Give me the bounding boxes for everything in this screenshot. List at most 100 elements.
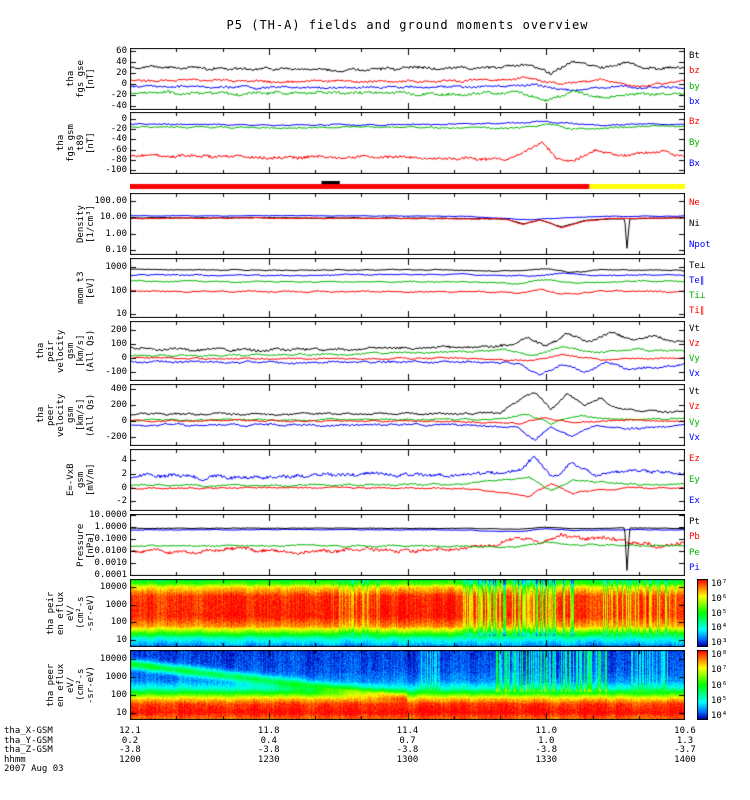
trace-label-Pb: Pb [689,532,700,543]
colorbar-tick-label: 10⁶ [711,593,728,604]
trace-label-Pi: Pi [689,563,700,574]
ylabel-line: [mV/m] [86,463,96,497]
trace-label-Npot: Npot [689,239,711,250]
ylabel-line: Pressure [76,523,86,567]
footer-row-label-tha_X-GSM: tha_X-GSM [4,726,53,736]
ylabel-line: [eV] [86,277,96,299]
footer-value: 10.6 [674,726,696,736]
trace-label-Pe: Pe [689,547,700,558]
colorbar-peir-eflux [697,579,708,647]
footer-value: 1.0 [538,735,555,746]
ytick-label: -200 [105,431,127,442]
ytick-label: 0.0001 [94,569,127,580]
footer-value: 12.1 [119,726,141,736]
panel-efield-canvas [130,449,685,511]
trace-label-Ey: Ey [689,475,700,485]
panel-peer-eflux-canvas [130,650,685,720]
panel-peir-eflux-canvas [130,579,685,647]
colorbar-tick-label: 10⁵ [711,608,728,619]
ytick-label: 100 [110,285,127,296]
ytick-label: 100 [110,338,127,349]
ytick-label: 100 [110,689,127,700]
panel-temperature-canvas [130,258,685,318]
footer-value: 0.2 [121,735,139,746]
ylabel-line: [km/s] [76,398,86,432]
ytick-label: 2 [121,468,127,479]
trace-label-Vz: Vz [689,402,700,413]
panel-fgs-gse-canvas [130,48,685,110]
ylabel-line: eV/ [66,676,76,694]
footer-value: 1330 [535,754,558,765]
ytick-label: 1000 [105,262,127,273]
ytick-label: 400 [110,384,127,395]
trace-label-bz: bz [689,66,700,77]
footer-value: 1.3 [676,735,694,746]
trace-label-Ni: Ni [689,219,700,229]
ylabel-line: [nPa] [86,531,96,559]
ylabel-line: (All Qs) [86,329,96,373]
ylabel-line: gsm [76,471,86,489]
ylabel-line: fgs gsm [66,124,76,162]
ytick-label: 1000 [105,599,127,610]
ylabel-line: tha [66,70,76,88]
ylabel-line: [km/s] [76,334,86,368]
ylabel-line: tha peir [46,591,56,635]
panel-mode-bar-canvas [130,180,685,191]
trace-label-Bt: Bt [689,50,700,61]
trace-label-Pt: Pt [689,516,700,527]
ytick-label: 10.00 [99,212,127,223]
ylabel-line: [nT] [86,68,96,90]
footer-value: -3.8 [535,745,558,755]
ylabel-peir-eflux: tha peir en eflux eV/(cm²-s -sr-eV) [46,579,96,647]
date-label: 2007 Aug 03 [4,764,64,774]
trace-label-Ti⊥: Ti⊥ [689,290,706,301]
ytick-label: 10 [116,707,127,718]
ytick-label: -100 [105,367,127,378]
ylabel-line: velocity gsm [56,329,76,373]
trace-label-Vx: Vx [689,433,700,444]
colorbar-tick-label: 10⁷ [711,579,728,589]
ylabel-line: velocity gsm [56,393,76,437]
ytick-label: 10 [116,635,127,646]
ylabel-line: (cm²-s [76,668,86,702]
ytick-label: 0 [121,415,127,426]
colorbar-tick-label: 10⁶ [711,680,728,691]
ylabel-line: tha [36,406,46,424]
ylabel-fgs-gse: tha fgs gse [nT] [66,48,96,110]
footer-value: 1230 [257,754,280,765]
ytick-label: 0 [121,353,127,364]
ylabel-electron-velocity: tha peer velocity gsm [km/s] (All Qs) [36,384,96,446]
trace-label-By: By [689,138,700,148]
colorbar-tick-label: 10⁵ [711,695,728,706]
ytick-label: 40 [116,56,127,67]
ytick-label: -40 [110,100,127,111]
ytick-label: 200 [110,324,127,335]
ylabel-line: peer [46,404,56,426]
ytick-label: 0.1000 [94,533,127,544]
ytick-label: 100.00 [94,195,127,206]
footer-value: -3.7 [674,745,696,755]
ylabel-line: t89 [76,134,86,152]
ytick-label: 1.00 [105,228,127,239]
footer-value: 0.4 [260,735,277,746]
panel-ion-velocity-canvas [130,321,685,381]
ytick-label: 0.0010 [94,557,127,568]
ytick-label: 0 [121,78,127,89]
ylabel-line: (All Qs) [86,393,96,437]
ylabel-temperature: mom t3 [eV] [76,258,96,318]
footer-value: 11.8 [257,726,280,736]
footer-value: 1300 [396,754,419,765]
ylabel-line: fgs gse [76,60,86,98]
ylabel-fgs-gsm: tha fgs gsm t89 [nT] [56,112,96,174]
ytick-label: -2 [116,496,127,507]
trace-label-bx: bx [689,97,700,108]
ylabel-peer-eflux: tha peer en eflux eV/(cm²-s -sr-eV) [46,650,96,720]
ylabel-density: Density [1/cm³] [76,193,96,255]
ylabel-line: peir [46,340,56,362]
trace-label-Ez: Ez [689,454,700,465]
panel-fgs-gsm-canvas [130,112,685,174]
footer-value: 1400 [674,754,696,765]
footer-value: -3.8 [396,745,419,755]
ytick-label: 0 [121,482,127,493]
ytick-label: 0.0100 [94,545,127,556]
